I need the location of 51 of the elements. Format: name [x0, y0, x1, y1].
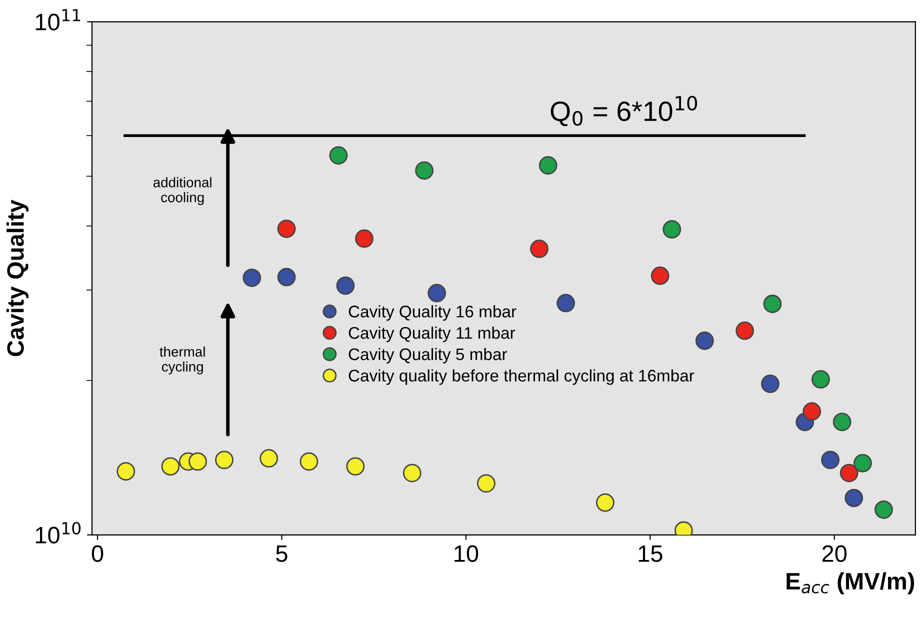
legend-label: Cavity Quality 5 mbar	[348, 348, 508, 364]
annotation: thermal cycling	[160, 346, 205, 374]
point	[477, 474, 496, 493]
legend-label: Cavity Quality 11 mbar	[348, 326, 516, 342]
point	[188, 452, 207, 471]
point	[277, 220, 296, 238]
point	[695, 332, 714, 350]
x-tick-label: 5	[276, 546, 288, 562]
point	[596, 493, 614, 512]
point	[650, 266, 670, 285]
point	[844, 488, 864, 508]
point	[802, 402, 822, 421]
point	[215, 450, 234, 470]
x-axis-title: E$_{acc}$ (MV/m)	[786, 572, 914, 594]
y-axis-title: Cavity Quality	[6, 200, 29, 356]
point	[761, 374, 780, 394]
point	[874, 500, 893, 519]
x-tick-label: 0	[92, 545, 104, 562]
point	[260, 449, 278, 468]
point	[840, 464, 858, 482]
point	[428, 284, 446, 302]
point	[300, 452, 318, 471]
y-tick-label: 10$^{11}$	[36, 9, 80, 30]
point	[812, 370, 830, 389]
point	[662, 220, 682, 239]
point	[415, 161, 434, 180]
legend-label: Cavity quality before thermal cycling at 16mbar	[348, 369, 694, 385]
point	[336, 276, 355, 295]
point	[736, 322, 754, 340]
point	[538, 156, 558, 175]
y-tick-label: 10$^{10}$	[36, 522, 81, 544]
annotation: additional cooling	[153, 177, 212, 206]
point	[556, 294, 575, 312]
point	[242, 268, 262, 287]
point	[832, 412, 852, 432]
point	[346, 457, 365, 476]
point	[402, 464, 422, 482]
annotation: Q$_{0}$ = 6*10$^{10}$	[550, 96, 698, 126]
point	[161, 457, 180, 476]
x-tick-label: 20	[822, 545, 847, 562]
point	[763, 294, 782, 314]
point	[329, 146, 348, 165]
x-tick-label: 10	[454, 545, 478, 562]
point	[821, 450, 840, 470]
point	[530, 240, 548, 258]
point	[355, 229, 374, 248]
point	[116, 462, 136, 481]
point	[277, 268, 296, 286]
legend-label: Cavity Quality 16 mbar	[348, 305, 516, 321]
x-tick-label: 15	[638, 546, 662, 562]
point	[854, 454, 872, 472]
